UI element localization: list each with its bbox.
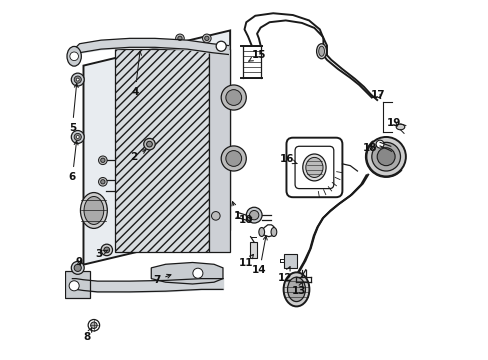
Ellipse shape	[302, 154, 325, 181]
Ellipse shape	[270, 228, 276, 237]
Text: 19: 19	[386, 118, 401, 128]
Text: 9: 9	[76, 257, 83, 267]
Ellipse shape	[258, 228, 264, 237]
Text: 12: 12	[277, 267, 291, 283]
Circle shape	[71, 73, 84, 86]
Text: 7: 7	[153, 274, 171, 285]
Circle shape	[88, 319, 100, 331]
Circle shape	[101, 180, 105, 184]
Circle shape	[76, 135, 79, 138]
Circle shape	[202, 34, 211, 42]
Circle shape	[204, 36, 208, 41]
Circle shape	[99, 156, 107, 165]
Circle shape	[69, 281, 79, 291]
Polygon shape	[65, 271, 90, 298]
Circle shape	[99, 177, 107, 186]
Circle shape	[101, 244, 112, 256]
Bar	[115, 49, 208, 252]
Text: 18: 18	[362, 143, 377, 153]
Circle shape	[211, 212, 220, 220]
Circle shape	[104, 247, 109, 253]
Circle shape	[90, 322, 97, 328]
Circle shape	[178, 36, 182, 41]
Circle shape	[366, 137, 405, 176]
Circle shape	[225, 90, 241, 105]
Circle shape	[192, 268, 203, 278]
Circle shape	[221, 146, 246, 171]
Bar	[208, 49, 230, 252]
Ellipse shape	[305, 157, 323, 177]
Ellipse shape	[316, 44, 326, 59]
Circle shape	[221, 85, 246, 110]
Circle shape	[74, 76, 81, 83]
Bar	[249, 242, 257, 258]
Circle shape	[216, 41, 226, 51]
Circle shape	[375, 140, 383, 148]
Circle shape	[71, 131, 84, 143]
Circle shape	[249, 211, 258, 220]
Circle shape	[376, 148, 394, 166]
Circle shape	[371, 142, 400, 171]
Circle shape	[76, 78, 79, 81]
Circle shape	[146, 141, 152, 147]
Ellipse shape	[318, 46, 324, 56]
Text: 10: 10	[239, 215, 253, 225]
Text: 2: 2	[130, 150, 146, 162]
Ellipse shape	[84, 197, 103, 225]
Text: 1: 1	[231, 202, 241, 221]
Text: 6: 6	[69, 141, 78, 182]
Circle shape	[74, 134, 81, 140]
Ellipse shape	[67, 46, 81, 66]
Polygon shape	[151, 262, 223, 284]
Circle shape	[143, 138, 155, 150]
Text: 11: 11	[239, 255, 253, 268]
Ellipse shape	[395, 124, 404, 130]
Text: 15: 15	[248, 50, 265, 61]
Circle shape	[175, 34, 184, 42]
Circle shape	[70, 52, 78, 60]
Text: 4: 4	[131, 51, 141, 97]
Circle shape	[74, 264, 81, 271]
Bar	[284, 254, 296, 268]
Text: 16: 16	[279, 154, 296, 164]
Text: 14: 14	[252, 236, 266, 275]
Ellipse shape	[287, 277, 305, 302]
Text: 13: 13	[291, 282, 305, 296]
Text: 8: 8	[83, 328, 91, 342]
Polygon shape	[83, 31, 230, 265]
Circle shape	[225, 150, 241, 166]
Circle shape	[246, 207, 262, 223]
Circle shape	[101, 158, 105, 162]
Ellipse shape	[283, 273, 309, 306]
Ellipse shape	[80, 193, 107, 228]
Text: 3: 3	[96, 249, 108, 259]
Text: 17: 17	[370, 90, 385, 100]
Circle shape	[71, 261, 84, 274]
Text: 5: 5	[69, 84, 78, 133]
